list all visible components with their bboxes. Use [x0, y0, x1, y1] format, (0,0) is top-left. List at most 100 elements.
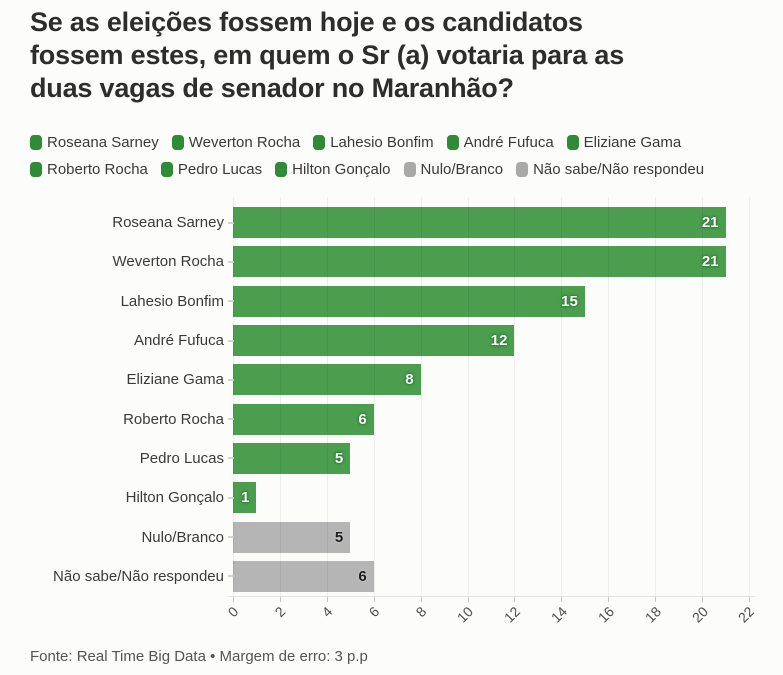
legend-swatch-icon	[403, 162, 416, 177]
bar-row: 1	[233, 478, 749, 517]
category-label-row: Pedro Lucas	[0, 439, 234, 478]
category-label: Roberto Rocha	[123, 410, 224, 428]
gridline	[702, 197, 704, 596]
bar: 12	[233, 325, 515, 357]
gridline	[233, 197, 234, 596]
bar-value-label: 6	[358, 410, 367, 428]
title-line: duas vagas de senador no Maranhão?	[30, 73, 514, 103]
x-tick	[373, 597, 375, 602]
legend-swatch-icon	[446, 135, 459, 150]
category-label-row: Roberto Rocha	[0, 399, 234, 438]
x-tick-label: 0	[224, 603, 242, 621]
x-tick-label: 14	[547, 603, 570, 626]
category-label: Lahesio Bonfim	[120, 292, 224, 310]
legend-swatch-icon	[313, 135, 326, 150]
bar-row: 6	[233, 399, 749, 438]
bar: 21	[233, 246, 726, 278]
legend-label: Não sabe/Não respondeu	[533, 161, 705, 178]
legend-label: Lahesio Bonfim	[330, 134, 434, 151]
x-tick	[561, 597, 563, 602]
title-line: fossem estes, em quem o Sr (a) votaria p…	[30, 40, 625, 70]
gridline	[373, 197, 375, 596]
x-tick	[655, 597, 657, 602]
legend-label: Hilton Gonçalo	[292, 161, 391, 178]
category-tick	[228, 457, 234, 460]
bar-value-label: 5	[334, 449, 344, 467]
category-label: Hilton Gonçalo	[125, 489, 224, 507]
x-tick-label: 4	[318, 603, 336, 621]
x-axis: 0 2 4 6 8 10 12 14 16 18 20 22	[225, 596, 758, 638]
x-tick-label: 6	[365, 603, 383, 621]
page-title: Se as eleições fossem hoje e os candidat…	[30, 6, 750, 105]
category-tick	[228, 300, 234, 303]
title-line: Se as eleições fossem hoje e os candidat…	[30, 7, 583, 37]
legend-swatch-icon	[171, 135, 184, 150]
bar-value-label: 6	[358, 567, 367, 585]
category-label: Nulo/Branco	[141, 528, 224, 546]
bar-value-label: 12	[490, 332, 508, 350]
category-tick	[228, 575, 234, 578]
footer-note: Fonte: Real Time Big Data • Margem de er…	[30, 648, 368, 665]
x-tick	[467, 597, 469, 602]
legend-label: Roberto Rocha	[47, 161, 148, 178]
bar-value-label: 15	[561, 292, 578, 310]
category-label-row: Lahesio Bonfim	[0, 282, 234, 321]
bar-value-label: 8	[405, 371, 414, 389]
bar: 1	[233, 482, 257, 514]
x-tick-label: 8	[412, 603, 430, 621]
bar-row: 15	[233, 282, 749, 321]
category-tick	[228, 339, 234, 342]
bar-row: 12	[233, 321, 749, 360]
legend-item: Pedro Lucas	[160, 161, 263, 178]
gridline	[420, 197, 422, 596]
category-tick	[228, 260, 234, 263]
x-tick-label: 12	[500, 603, 524, 626]
bar: 15	[233, 285, 585, 317]
legend-swatch-icon	[30, 162, 42, 177]
bar-value-label: 1	[241, 489, 250, 507]
legend-item: Lahesio Bonfim	[313, 134, 434, 151]
category-label: Weverton Rocha	[112, 253, 224, 271]
category-label-row: Não sabe/Não respondeu	[0, 557, 234, 596]
category-tick	[228, 378, 234, 381]
bar-row: 5	[233, 439, 749, 478]
gridline	[467, 197, 469, 596]
category-labels: Roseana Sarney Weverton Rocha Lahesio Bonf…	[0, 203, 234, 596]
gridline	[514, 197, 516, 596]
gridline	[655, 197, 657, 596]
bar-row: 8	[233, 360, 749, 399]
legend-label: Pedro Lucas	[177, 161, 263, 178]
bar-row: 6	[233, 557, 749, 596]
x-tick	[608, 597, 610, 602]
bar-value-label: 5	[334, 528, 344, 546]
category-label: André Fufuca	[133, 332, 224, 350]
category-label: Pedro Lucas	[139, 449, 224, 467]
legend-item: Roberto Rocha	[30, 161, 148, 178]
x-tick	[233, 597, 234, 602]
bar: 6	[233, 403, 374, 435]
x-tick	[749, 597, 750, 602]
category-tick	[228, 496, 234, 499]
gridline	[279, 197, 281, 596]
legend-swatch-icon	[275, 162, 288, 177]
legend-swatch-icon	[566, 135, 579, 150]
legend-item: Não sabe/Não respondeu	[516, 161, 704, 178]
legend-label: Nulo/Branco	[420, 161, 504, 178]
gridline	[326, 197, 328, 596]
bar-value-label: 21	[701, 253, 719, 271]
legend-item: André Fufuca	[446, 134, 554, 151]
bar-row: 21	[233, 203, 749, 242]
x-tick-label: 16	[594, 603, 617, 626]
category-label: Não sabe/Não respondeu	[53, 567, 224, 585]
legend: Roseana Sarney Weverton Rocha Lahesio Bonf…	[30, 134, 760, 178]
x-tick	[514, 597, 516, 602]
bar: 5	[233, 521, 351, 553]
x-tick	[326, 597, 328, 602]
category-label: Eliziane Gama	[126, 371, 224, 389]
legend-swatch-icon	[30, 135, 42, 150]
x-tick-label: 22	[735, 603, 758, 626]
x-tick	[702, 597, 704, 602]
x-tick-label: 20	[688, 603, 711, 626]
gridline	[749, 197, 750, 596]
bar-value-label: 21	[701, 214, 719, 232]
